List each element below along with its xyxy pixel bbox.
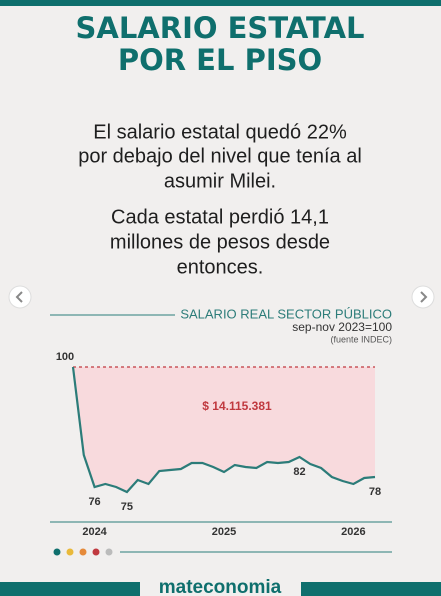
footer-brand: mateconomia [159, 577, 282, 596]
data-label: 75 [121, 501, 133, 513]
gap-area [73, 367, 375, 492]
page-dot[interactable] [92, 548, 100, 556]
page-dot[interactable] [53, 548, 61, 556]
x-tick-label: 2024 [82, 526, 107, 538]
prev-button[interactable] [8, 285, 32, 309]
chart-title: SALARIO REAL SECTOR PÚBLICO [180, 306, 392, 321]
annotation: $ 14.115.381 [202, 399, 272, 413]
paragraph: millones de pesos desde [110, 231, 330, 253]
next-icon [420, 291, 428, 303]
x-tick-label: 2026 [341, 526, 365, 538]
chart-subtitle: sep-nov 2023=100 [292, 320, 392, 334]
footer-box [140, 576, 301, 596]
paragraph: Cada estatal perdió 14,1 [111, 206, 329, 228]
prev-icon [15, 291, 23, 303]
page-dot[interactable] [79, 548, 87, 556]
data-label: 100 [56, 351, 74, 363]
header-title: POR EL PISO [118, 43, 322, 77]
data-label: 78 [369, 486, 381, 498]
paragraph: El salario estatal quedó 22% [93, 121, 347, 143]
series-line [71, 366, 376, 494]
paragraph: por debajo del nivel que tenía al [78, 145, 362, 167]
plot: $ 14.115.381 100 76 75 82 78 2024 2025 2026 [56, 351, 381, 538]
header-title: SALARIO ESTATAL [76, 11, 365, 45]
chart-source: (fuente INDEC) [330, 334, 392, 344]
page-dot[interactable] [66, 548, 74, 556]
data-label: 76 [88, 496, 100, 508]
data-label: 82 [293, 466, 305, 478]
page-dot[interactable] [105, 548, 113, 556]
next-button[interactable] [411, 285, 435, 309]
x-tick-label: 2025 [212, 526, 236, 538]
paragraph: asumir Milei. [164, 170, 276, 192]
top-band [0, 0, 441, 6]
paragraph: entonces. [177, 256, 264, 278]
